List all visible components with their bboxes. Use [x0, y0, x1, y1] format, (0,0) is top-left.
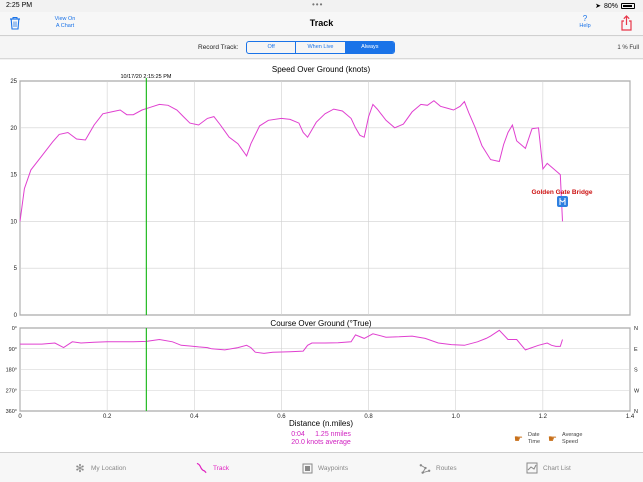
tab-routes[interactable]: Routes: [419, 459, 457, 477]
average-speed-toggle[interactable]: ☛ Average Speed: [548, 432, 582, 445]
status-bar: 2:25 PM ••• ➤ 80%: [0, 0, 643, 12]
tab-track-label: Track: [213, 464, 230, 472]
speed-chart-title: Speed Over Ground (knots): [272, 65, 371, 74]
speed-y-tick-label: 5: [14, 266, 18, 272]
record-option-off[interactable]: Off: [247, 42, 297, 53]
tab-chart-list[interactable]: Chart List: [526, 459, 571, 477]
course-y-tick-label: 270°: [6, 388, 17, 394]
tab-waypoints[interactable]: Waypoints: [301, 459, 348, 477]
tab-track[interactable]: Track: [196, 459, 229, 477]
speed-y-tick-label: 25: [10, 79, 17, 85]
date-time-line2: Time: [528, 439, 540, 445]
tab-bar: ✻ My Location Track Waypoints Routes Cha…: [0, 452, 643, 482]
speed-y-tick-label: 20: [10, 126, 17, 132]
hand-icon: ☛: [514, 434, 523, 445]
record-option-when-live[interactable]: When Live: [296, 42, 346, 53]
record-track-bar: Record Track: Off When Live Always 1 % F…: [0, 37, 643, 59]
tab-my-location-label: My Location: [91, 464, 127, 472]
distance-axis-label: Distance (n.miles): [289, 419, 353, 428]
share-icon[interactable]: [620, 15, 633, 36]
chart-list-icon: [526, 462, 538, 474]
footer-time: 0:04: [291, 431, 305, 438]
battery-icon: [621, 3, 635, 9]
multitask-dots-icon[interactable]: •••: [312, 0, 324, 9]
distance-x-tick-label: 1.0: [452, 414, 461, 420]
footer-average: 20.0 knots average: [291, 439, 351, 446]
speed-y-tick-label: 15: [10, 173, 17, 179]
help-glyph: ?: [582, 14, 588, 23]
distance-x-tick-label: 1.2: [539, 414, 548, 420]
status-right: ➤ 80%: [595, 2, 635, 10]
view-on-chart-line1: View On: [54, 16, 76, 22]
date-time-toggle[interactable]: ☛ Date Time: [514, 432, 540, 445]
page-title: Track: [309, 18, 334, 28]
distance-x-tick-label: 0.6: [277, 414, 286, 420]
speed-chart: 0 5 10 15 20 25: [10, 78, 631, 319]
speed-series-line: [19, 100, 563, 222]
status-time: 2:25 PM: [6, 2, 33, 9]
speed-plot-frame: [19, 80, 631, 316]
tab-chart-list-label: Chart List: [543, 464, 571, 472]
record-track-segmented-control[interactable]: Off When Live Always: [246, 41, 395, 54]
compass-tick-label: S: [634, 368, 638, 374]
course-y-tick-label: 360°: [6, 409, 17, 415]
location-arrow-icon: ➤: [595, 3, 601, 10]
footer-distance: 1.25 nmiles: [315, 431, 351, 438]
record-option-always[interactable]: Always: [345, 42, 394, 53]
tab-my-location[interactable]: ✻ My Location: [74, 459, 126, 477]
distance-x-tick-label: 0.4: [190, 414, 199, 420]
golden-gate-label: Golden Gate Bridge: [531, 189, 592, 196]
cursor-label: 10/17/20 2:15:25 PM: [120, 74, 171, 80]
compass-tick-label: N: [634, 409, 638, 415]
hand-icon: ☛: [548, 434, 557, 445]
charts-svg[interactable]: Speed Over Ground (knots) Course Over Gr…: [0, 60, 643, 452]
distance-x-tick-label: 1.4: [626, 414, 635, 420]
average-speed-line1: Average: [562, 432, 582, 438]
location-gear-icon: ✻: [75, 462, 85, 475]
storage-full-text: 1 % Full: [617, 45, 639, 51]
speed-y-tick-label: 10: [10, 219, 17, 225]
course-series-line: [20, 329, 563, 354]
navigation-bar: View On A Chart Track ? Help: [0, 12, 643, 36]
course-chart-title: Course Over Ground (°True): [270, 319, 371, 328]
course-y-tick-label: 90°: [9, 347, 17, 353]
average-speed-line2: Speed: [562, 439, 578, 445]
course-chart: 0 0.2 0.4 0.6 0.8 1.0 1.2 1.4 0° N 90° E 180° S 270° W 3…: [6, 326, 640, 420]
view-on-chart-button[interactable]: View On A Chart: [50, 16, 80, 29]
distance-x-tick-label: 0.2: [103, 414, 112, 420]
compass-tick-label: N: [634, 326, 638, 332]
tab-waypoints-label: Waypoints: [318, 464, 349, 472]
compass-tick-label: W: [634, 388, 640, 394]
battery-percent: 80%: [603, 2, 618, 10]
help-button[interactable]: ? Help: [577, 15, 593, 30]
plot-area: Speed Over Ground (knots) Course Over Gr…: [0, 60, 643, 452]
distance-x-tick-label: 0.8: [364, 414, 373, 420]
speed-y-tick-label: 0: [14, 313, 18, 319]
trash-icon[interactable]: [9, 16, 21, 35]
compass-tick-label: E: [634, 347, 638, 353]
tab-routes-label: Routes: [436, 464, 457, 472]
bridge-icon[interactable]: [557, 196, 568, 207]
date-time-line1: Date: [528, 432, 540, 438]
help-label: Help: [579, 23, 591, 29]
record-track-label: Record Track:: [198, 44, 239, 51]
course-y-tick-label: 0°: [12, 326, 17, 332]
waypoint-icon: [301, 462, 313, 474]
routes-icon: [419, 462, 431, 474]
distance-x-tick-label: 0: [18, 414, 22, 420]
track-icon: [196, 462, 208, 474]
view-on-chart-line2: A Chart: [55, 22, 75, 29]
course-y-tick-label: 180°: [6, 368, 17, 374]
